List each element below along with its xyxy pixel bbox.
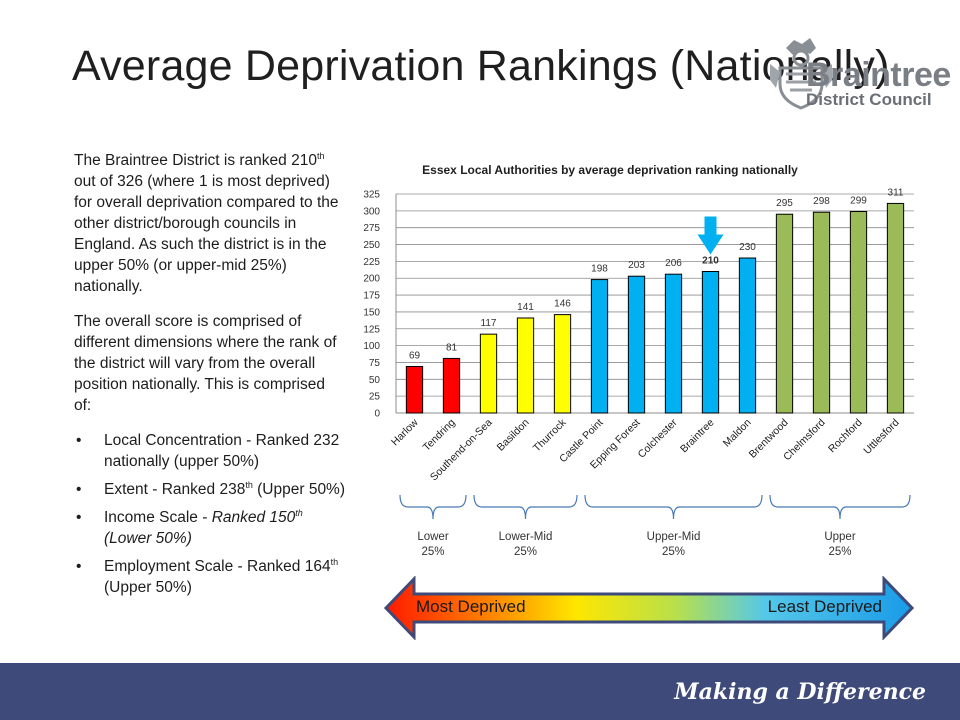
- data-label: 295: [776, 198, 793, 209]
- dimension-list: Local Concentration - Ranked 232 nationa…: [74, 430, 346, 598]
- list-item: Local Concentration - Ranked 232 nationa…: [74, 430, 346, 472]
- page-title: Average Deprivation Rankings (Nationally…: [72, 42, 890, 90]
- y-tick-label: 75: [369, 358, 381, 369]
- data-label: 210: [702, 255, 719, 266]
- bar-epping-forest: [627, 275, 646, 414]
- data-label: 198: [591, 264, 608, 275]
- y-tick-label: 0: [374, 409, 380, 420]
- data-label: 141: [517, 302, 534, 313]
- x-tick-label: Maldon: [721, 417, 754, 450]
- data-label: 230: [739, 242, 756, 253]
- group-brace: [769, 494, 911, 520]
- list-item: Employment Scale - Ranked 164th (Upper 5…: [74, 556, 346, 598]
- x-tick-label: Tendring: [421, 417, 458, 454]
- y-tick-label: 25: [369, 392, 381, 403]
- crest-icon: [770, 38, 832, 110]
- data-label: 299: [850, 196, 867, 207]
- x-tick-label: Uttlesford: [861, 417, 901, 457]
- group-label: Upper-Mid: [647, 531, 701, 543]
- x-tick-label: Thurrock: [531, 416, 569, 454]
- group-percent: 25%: [662, 546, 685, 558]
- y-tick-label: 125: [363, 324, 380, 335]
- group-brace: [399, 494, 467, 520]
- group-percent: 25%: [421, 546, 444, 558]
- data-label: 298: [813, 196, 830, 207]
- intro-paragraph-2: The overall score is comprised of differ…: [74, 313, 337, 414]
- y-tick-label: 250: [363, 240, 380, 251]
- bar-colchester: [664, 273, 683, 414]
- bar-southend-on-sea: [479, 333, 498, 414]
- group-label: Lower: [417, 531, 448, 543]
- group-percent: 25%: [828, 546, 851, 558]
- bar-rochford: [849, 211, 868, 414]
- group-label: Upper: [824, 531, 855, 543]
- group-percent: 25%: [514, 546, 537, 558]
- footer-bar: Making a Difference: [0, 663, 960, 720]
- council-logo: Braintree District Council: [766, 34, 951, 114]
- bar-uttlesford: [886, 202, 905, 414]
- chart-title: Essex Local Authorities by average depri…: [422, 163, 798, 177]
- y-tick-label: 175: [363, 291, 380, 302]
- data-label: 81: [446, 342, 458, 353]
- group-brace: [584, 494, 763, 520]
- most-deprived-label: Most Deprived: [416, 597, 526, 616]
- group-brace: [473, 494, 578, 520]
- logo-subtitle: District Council: [806, 90, 932, 109]
- highlight-arrow-icon: [697, 216, 724, 255]
- y-tick-label: 50: [369, 375, 381, 386]
- data-label: 206: [665, 258, 682, 269]
- bar-castle-point: [590, 279, 609, 414]
- y-tick-label: 150: [363, 307, 380, 318]
- intro-text: The Braintree District is ranked 210th o…: [74, 150, 346, 605]
- bar-chelmsford: [812, 211, 831, 414]
- x-tick-label: Harlow: [389, 416, 421, 448]
- y-tick-label: 300: [363, 206, 380, 217]
- least-deprived-label: Least Deprived: [767, 597, 882, 616]
- y-tick-label: 225: [363, 257, 380, 268]
- x-tick-label: Braintree: [678, 417, 717, 456]
- x-tick-label: Colchester: [636, 416, 680, 460]
- bar-maldon: [738, 257, 757, 414]
- data-label: 69: [409, 351, 421, 362]
- data-label: 117: [481, 318, 497, 329]
- data-label: 311: [888, 187, 904, 198]
- deprivation-scale-arrow: Most Deprived Least Deprived: [383, 575, 915, 641]
- footer-slogan: Making a Difference: [674, 679, 926, 705]
- logo-name: Braintree: [806, 56, 951, 94]
- bar-basildon: [516, 317, 535, 414]
- intro-paragraph-1: The Braintree District is ranked 210th o…: [74, 151, 339, 296]
- bar-brentwood: [775, 213, 794, 414]
- y-tick-label: 275: [363, 223, 380, 234]
- bar-braintree: [701, 270, 720, 414]
- deprivation-bar-chart: Essex Local Authorities by average depri…: [363, 163, 914, 558]
- y-tick-label: 325: [363, 190, 380, 201]
- bar-tendring: [442, 357, 461, 414]
- list-item: Income Scale - Ranked 150th (Lower 50%): [74, 507, 346, 549]
- x-tick-label: Rochford: [826, 417, 865, 456]
- y-tick-label: 100: [363, 341, 380, 352]
- data-label: 146: [554, 299, 571, 310]
- x-tick-label: Basildon: [495, 417, 532, 454]
- bar-harlow: [405, 366, 424, 414]
- data-label: 203: [628, 260, 645, 271]
- y-tick-label: 200: [363, 274, 380, 285]
- list-item: Extent - Ranked 238th (Upper 50%): [74, 479, 346, 500]
- double-arrow-icon: [383, 575, 915, 641]
- group-label: Lower-Mid: [499, 531, 553, 543]
- bar-thurrock: [553, 314, 572, 414]
